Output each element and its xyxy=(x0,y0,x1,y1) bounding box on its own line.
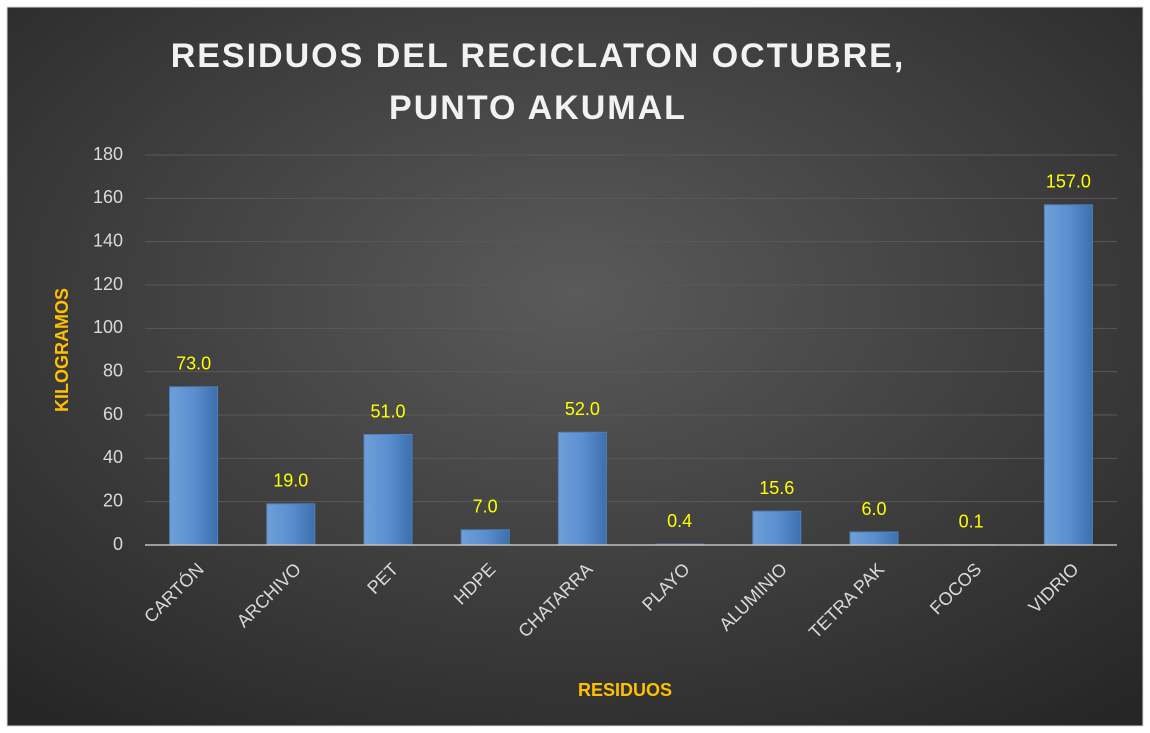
data-label: 52.0 xyxy=(565,399,600,419)
data-label: 73.0 xyxy=(176,354,211,374)
y-tick-label: 120 xyxy=(93,274,123,294)
y-tick-label: 60 xyxy=(103,404,123,424)
bar xyxy=(169,386,219,546)
y-tick-label: 180 xyxy=(93,144,123,164)
bar xyxy=(1043,204,1093,546)
bar xyxy=(557,431,607,546)
bar xyxy=(752,510,802,546)
data-label: 51.0 xyxy=(370,401,405,421)
x-axis-title: RESIDUOS xyxy=(578,680,672,700)
data-label: 15.6 xyxy=(759,478,794,498)
data-label: 0.1 xyxy=(959,512,984,532)
bar xyxy=(266,503,316,546)
y-tick-label: 140 xyxy=(93,230,123,250)
bar xyxy=(849,531,899,546)
data-label: 157.0 xyxy=(1046,172,1091,192)
data-label: 6.0 xyxy=(861,499,886,519)
y-tick-label: 80 xyxy=(103,360,123,380)
data-label: 19.0 xyxy=(273,471,308,491)
data-label: 0.4 xyxy=(667,511,692,531)
data-label: 7.0 xyxy=(473,497,498,517)
y-tick-label: 100 xyxy=(93,317,123,337)
y-tick-label: 20 xyxy=(103,490,123,510)
y-tick-label: 160 xyxy=(93,187,123,207)
y-tick-label: 0 xyxy=(113,534,123,554)
y-tick-label: 40 xyxy=(103,447,123,467)
chart-title: RESIDUOS DEL RECICLATON OCTUBRE, xyxy=(171,37,906,75)
y-axis-title: KILOGRAMOS xyxy=(52,288,72,412)
chart-title: PUNTO AKUMAL xyxy=(389,89,687,127)
bar xyxy=(363,434,413,546)
bar xyxy=(460,529,510,546)
chart-background xyxy=(6,6,1144,727)
